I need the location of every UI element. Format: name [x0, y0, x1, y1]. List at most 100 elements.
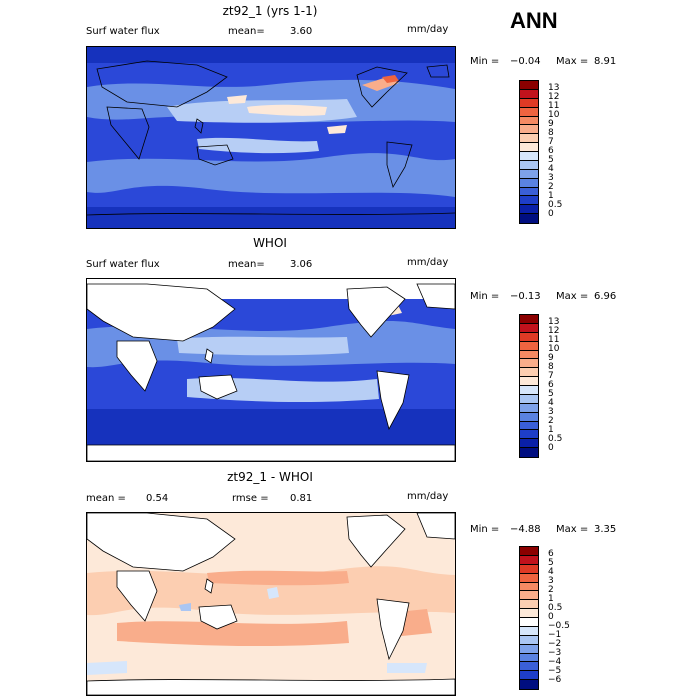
colorbar-tick-label: 1: [548, 191, 554, 201]
colorbar-swatch: [520, 323, 538, 333]
colorbar-tick-label: 10: [548, 110, 560, 120]
colorbar-tick-label: −4: [548, 657, 562, 667]
colorbar-swatch: [520, 662, 538, 672]
colorbar-tick-label: 2: [548, 416, 554, 426]
colorbar-tick-label: 13: [548, 317, 560, 327]
max-value-model: 8.91: [594, 56, 617, 67]
colorbar-swatch: [520, 644, 538, 654]
colorbar-swatch: [520, 573, 538, 583]
season-label: ANN: [510, 8, 558, 33]
colorbar-swatch: [520, 98, 538, 108]
colorbar-tick-label: 5: [548, 558, 554, 568]
colorbar-tick-label: 13: [548, 83, 560, 93]
colorbar-tick-label: 10: [548, 344, 560, 354]
max-label-obs: Max =: [556, 291, 589, 302]
colorbar-swatch: [520, 125, 538, 135]
colorbar-tick-label: 2: [548, 585, 554, 595]
panel-title-diff: zt92_1 - WHOI: [227, 470, 313, 484]
colorbar-tick-label: 5: [548, 155, 554, 165]
colorbar-swatch: [520, 89, 538, 99]
colorbar-swatch: [520, 205, 538, 215]
colorbar-swatch: [520, 609, 538, 618]
map-panel-obs: [86, 278, 456, 462]
colorbar-tick-label: 3: [548, 407, 554, 417]
colorbar-swatch: [520, 618, 538, 627]
map-panel-diff: [86, 512, 456, 696]
colorbar-tick-label: 11: [548, 335, 560, 345]
colorbar-tick-label: 1: [548, 425, 554, 435]
colorbar-swatch: [520, 555, 538, 565]
colorbar-tick-label: 6: [548, 146, 554, 156]
colorbar-swatch: [520, 160, 538, 170]
colorbar-swatch: [520, 332, 538, 342]
min-value-diff: −4.88: [510, 524, 541, 535]
colorbar-swatch: [520, 350, 538, 360]
colorbar-tick-label: 3: [548, 173, 554, 183]
colorbar-tick-label: −2: [548, 639, 562, 649]
colorbar-swatch: [520, 143, 538, 152]
colorbar-tick-label: 0.5: [548, 434, 563, 444]
max-label-diff: Max =: [556, 524, 589, 535]
colorbar-swatch: [520, 547, 538, 556]
colorbar-tick-label: −6: [548, 675, 562, 685]
colorbar-swatch: [520, 178, 538, 188]
units-diff: mm/day: [407, 491, 449, 502]
colorbar-tick-label: −0.5: [548, 621, 570, 631]
colorbar-swatch: [520, 635, 538, 645]
min-value-model: −0.04: [510, 56, 541, 67]
rmse-label-diff: rmse =: [232, 493, 269, 504]
colorbar-tick-label: 6: [548, 549, 554, 559]
field-label-model: Surf water flux: [86, 26, 160, 37]
colorbar-tick-label: 0.5: [548, 200, 563, 210]
mean-value-model: 3.60: [290, 26, 313, 37]
map-panel-model: [86, 46, 456, 229]
colorbar-swatch: [520, 214, 538, 223]
mean-label-diff: mean =: [86, 493, 126, 504]
colorbar-swatch: [520, 582, 538, 592]
colorbar-swatch: [520, 600, 538, 610]
colorbar-diff: [519, 546, 539, 690]
min-label-obs: Min =: [470, 291, 500, 302]
panel-title-model: zt92_1 (yrs 1-1): [222, 4, 318, 18]
mean-label-model: mean=: [228, 26, 265, 37]
colorbar-swatch: [520, 430, 538, 440]
colorbar-swatch: [520, 81, 538, 90]
colorbar-tick-label: −3: [548, 648, 562, 658]
colorbar-tick-label: 8: [548, 128, 554, 138]
colorbar-swatch: [520, 439, 538, 449]
min-value-obs: −0.13: [510, 291, 541, 302]
colorbar-tick-label: 3: [548, 576, 554, 586]
colorbar-swatch: [520, 403, 538, 413]
colorbar-swatch: [520, 448, 538, 457]
max-label-model: Max =: [556, 56, 589, 67]
colorbar-swatch: [520, 386, 538, 395]
colorbar-tick-label: 12: [548, 326, 560, 336]
colorbar-swatch: [520, 107, 538, 117]
colorbar-swatch: [520, 626, 538, 636]
colorbar-tick-label: 8: [548, 362, 554, 372]
colorbar-tick-label: 12: [548, 92, 560, 102]
panel-title-obs: WHOI: [253, 236, 287, 250]
colorbar-swatch: [520, 412, 538, 422]
colorbar-tick-label: 0: [548, 612, 554, 622]
colorbar-tick-label: −5: [548, 666, 562, 676]
colorbar-swatch: [520, 187, 538, 197]
colorbar-swatch: [520, 394, 538, 404]
colorbar-tick-label: −1: [548, 630, 562, 640]
colorbar-tick-label: 11: [548, 101, 560, 111]
colorbar-tick-label: 9: [548, 353, 554, 363]
colorbar-tick-label: 1: [548, 594, 554, 604]
mean-label-obs: mean=: [228, 259, 265, 270]
colorbar-swatch: [520, 564, 538, 574]
colorbar-tick-label: 2: [548, 182, 554, 192]
colorbar-tick-label: 0: [548, 443, 554, 453]
colorbar-swatch: [520, 591, 538, 601]
mean-value-obs: 3.06: [290, 259, 313, 270]
min-label-model: Min =: [470, 56, 500, 67]
colorbar-tick-label: 9: [548, 119, 554, 129]
colorbar-swatch: [520, 169, 538, 179]
colorbar-tick-label: 4: [548, 567, 554, 577]
colorbar-swatch: [520, 671, 538, 681]
colorbar-tick-label: 5: [548, 389, 554, 399]
colorbar-obs: [519, 314, 539, 458]
